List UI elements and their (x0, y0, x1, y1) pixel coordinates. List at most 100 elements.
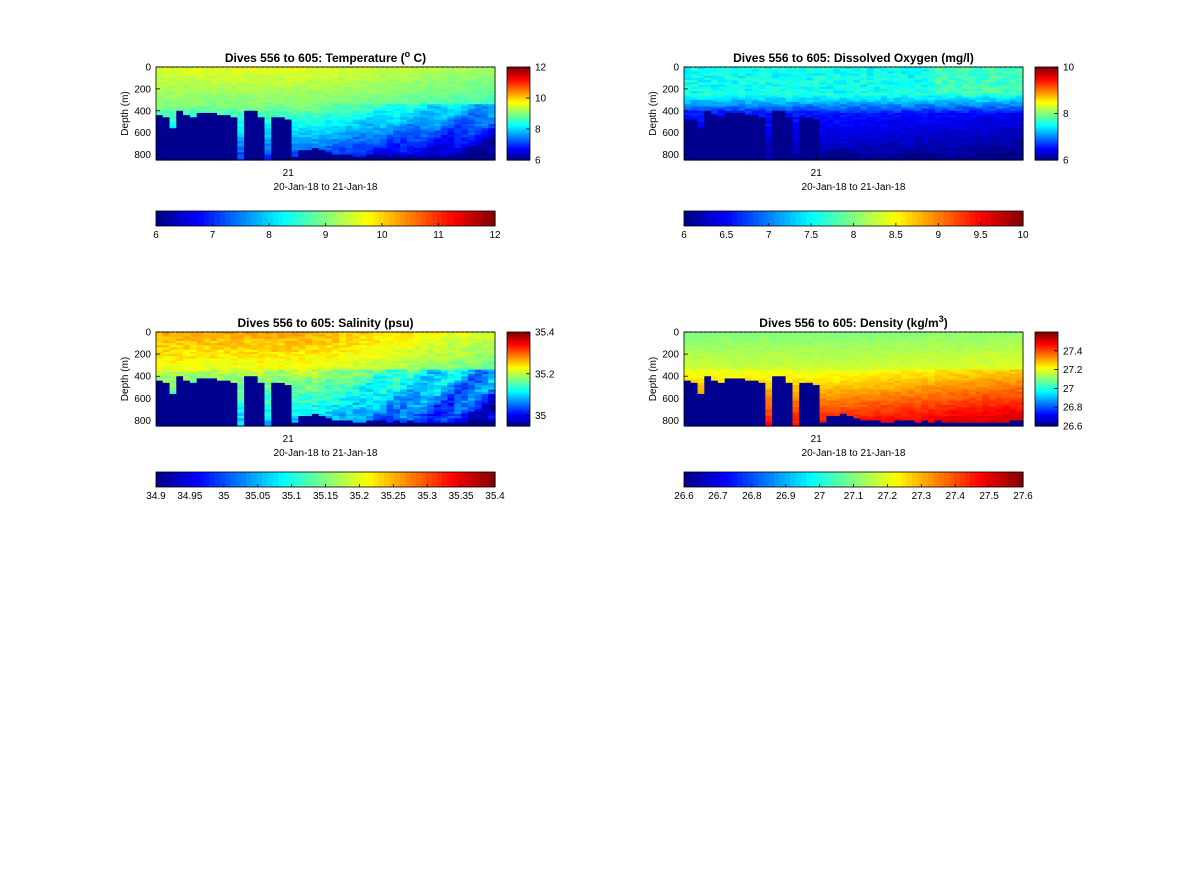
heatmap-cell (690, 147, 699, 151)
heatmap-cell (217, 67, 225, 70)
heatmap-cell (217, 132, 225, 136)
heatmap-cell (162, 67, 171, 70)
chart-title-end: C) (410, 51, 426, 65)
heatmap-cell (474, 112, 483, 116)
heatmap-cell (372, 143, 381, 147)
heatmap-cell (785, 119, 794, 123)
heatmap-cell (189, 374, 198, 377)
heatmap-cell (156, 95, 164, 99)
heatmap-cell (257, 150, 266, 153)
heatmap-cell (183, 141, 191, 145)
heatmap-cell (1016, 108, 1024, 112)
heatmap-cell (751, 137, 760, 140)
heatmap-cell (873, 71, 882, 75)
heatmap-cell (372, 86, 381, 90)
heatmap-cell (237, 141, 245, 145)
colorbar-segment (288, 211, 295, 226)
heatmap-cell (968, 123, 977, 127)
heatmap-cell (298, 117, 306, 121)
colorbar-segment (1035, 128, 1058, 131)
heatmap-cell (386, 121, 394, 125)
heatmap-cell (961, 121, 970, 125)
heatmap-cell (765, 86, 773, 90)
heatmap-cell (961, 67, 970, 70)
heatmap-cell (751, 154, 760, 158)
colorbar-segment (1035, 144, 1058, 147)
colorbar-segment (314, 211, 321, 226)
heatmap-cell (928, 95, 936, 99)
heatmap-cell (366, 108, 374, 112)
heatmap-cell (379, 150, 388, 153)
colorbar-segment (325, 211, 332, 226)
heatmap-cell (853, 99, 861, 103)
heatmap-cell (461, 82, 469, 86)
heatmap-cell (189, 376, 198, 380)
heatmap-cell (156, 340, 164, 344)
heatmap-cell (318, 69, 327, 72)
heatmap-cell (982, 137, 990, 140)
heatmap-cell (305, 82, 313, 86)
heatmap-cell (264, 77, 272, 81)
heatmap-cell (975, 117, 983, 121)
heatmap-cell (183, 152, 191, 156)
heatmap-cell (203, 396, 211, 399)
heatmap-cell (758, 91, 766, 94)
heatmap-cell (284, 141, 293, 145)
heatmap-cell (711, 130, 719, 134)
heatmap-cell (406, 88, 415, 92)
heatmap-cell (474, 73, 483, 77)
heatmap-cell (189, 393, 198, 397)
heatmap-cell (488, 130, 496, 134)
heatmap-cell (264, 145, 272, 149)
heatmap-cell (928, 97, 936, 101)
heatmap-cell (955, 150, 963, 153)
heatmap-cell (481, 88, 489, 92)
heatmap-cell (467, 152, 476, 156)
heatmap-cell (393, 154, 401, 158)
heatmap-cell (751, 91, 760, 94)
heatmap-cell (697, 91, 705, 94)
heatmap-cell (1016, 121, 1024, 125)
heatmap-cell (291, 128, 299, 132)
heatmap-cell (1009, 80, 1017, 83)
heatmap-cell (697, 137, 705, 140)
heatmap-cell (420, 132, 428, 136)
heatmap-cell (379, 152, 388, 156)
heatmap-cell (900, 102, 909, 105)
heatmap-cell (704, 117, 712, 121)
heatmap-cell (968, 119, 977, 123)
heatmap-cell (447, 104, 455, 107)
heatmap-cell (955, 143, 963, 147)
heatmap-cell (989, 104, 997, 107)
heatmap-cell (366, 91, 374, 94)
heatmap-cell (169, 343, 177, 346)
heatmap-cell (724, 95, 733, 99)
heatmap-cell (704, 84, 712, 88)
heatmap-cell (907, 88, 916, 92)
heatmap-cell (318, 119, 327, 123)
heatmap-cell (880, 69, 888, 72)
heatmap-cell (156, 67, 164, 70)
heatmap-cell (717, 134, 726, 138)
heatmap-cell (189, 382, 198, 386)
heatmap-cell (880, 150, 888, 153)
heatmap-cell (454, 152, 462, 156)
heatmap-cell (806, 152, 814, 156)
heatmap-cell (264, 84, 272, 88)
heatmap-cell (772, 75, 780, 79)
heatmap-cell (203, 97, 211, 101)
heatmap-cell (751, 82, 760, 86)
heatmap-cell (427, 86, 435, 90)
heatmap-cell (914, 93, 922, 97)
heatmap-cell (311, 150, 320, 153)
heatmap-cell (217, 84, 225, 88)
heatmap-cell (690, 73, 699, 77)
heatmap-cell (250, 121, 259, 125)
heatmap-cell (271, 97, 279, 101)
heatmap-cell (975, 69, 983, 72)
heatmap-cell (332, 86, 340, 90)
heatmap-cell (995, 69, 1004, 72)
heatmap-cell (968, 134, 977, 138)
heatmap-cell (467, 108, 476, 112)
